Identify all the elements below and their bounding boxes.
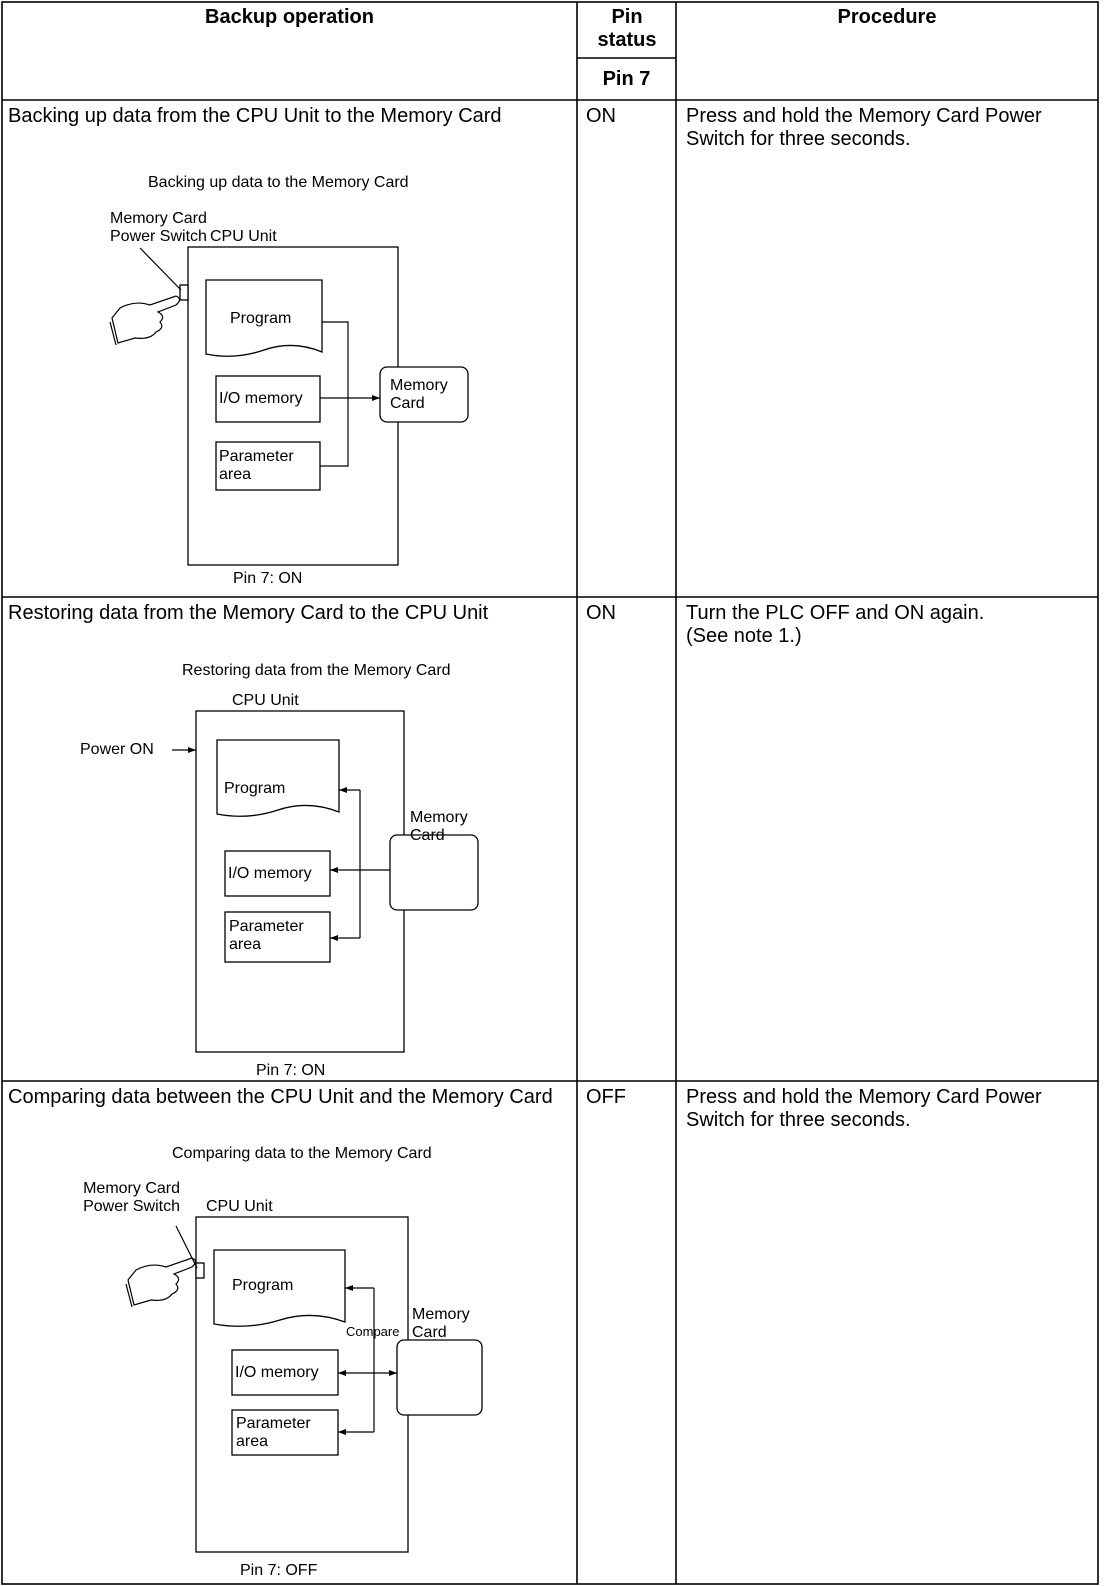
diagram-caption: Pin 7: OFF bbox=[240, 1562, 318, 1579]
cpu-label: CPU Unit bbox=[206, 1198, 273, 1215]
io-memory-label: I/O memory bbox=[235, 1364, 319, 1381]
program-label: Program bbox=[230, 310, 292, 327]
program-label: Program bbox=[224, 780, 286, 797]
procedure: Turn the PLC OFF and ON again. (See note… bbox=[686, 602, 985, 647]
operation: Restoring data from the Memory Card to t… bbox=[8, 602, 489, 624]
memory-card-label: Memory Card bbox=[390, 377, 448, 412]
diagram-caption: Pin 7: ON bbox=[256, 1062, 326, 1079]
diagram-backup bbox=[109, 246, 469, 566]
parameter-label: Parameter area bbox=[229, 918, 304, 953]
diagram-title: Backing up data to the Memory Card bbox=[148, 174, 409, 191]
parameter-label: Parameter area bbox=[219, 448, 294, 483]
header-pin: Pin 7 bbox=[602, 68, 651, 90]
header-operation: Backup operation bbox=[205, 6, 374, 28]
power-label: Power ON bbox=[80, 741, 154, 758]
switch-label: Memory Card Power Switch bbox=[110, 210, 207, 245]
compare-label: Compare bbox=[346, 1324, 400, 1339]
diagram-caption: Pin 7: ON bbox=[233, 570, 303, 587]
header-pin-status: Pin status bbox=[597, 6, 657, 51]
procedure: Press and hold the Memory Card Power Swi… bbox=[686, 1086, 1042, 1131]
operation: Backing up data from the CPU Unit to the… bbox=[8, 105, 502, 127]
io-memory-label: I/O memory bbox=[219, 390, 303, 407]
diagram-title: Restoring data from the Memory Card bbox=[182, 662, 451, 679]
switch-label: Memory Card Power Switch bbox=[83, 1180, 180, 1215]
pin-status: ON bbox=[586, 105, 616, 127]
operation: Comparing data between the CPU Unit and … bbox=[8, 1086, 553, 1108]
parameter-label: Parameter area bbox=[236, 1415, 311, 1450]
memory-card-label: Memory Card bbox=[412, 1306, 470, 1341]
diagram-title: Comparing data to the Memory Card bbox=[172, 1145, 432, 1162]
pin-status: OFF bbox=[586, 1086, 626, 1108]
memory-card-label: Memory Card bbox=[410, 809, 468, 844]
pin-status: ON bbox=[586, 602, 616, 624]
diagram-compare bbox=[125, 1216, 483, 1553]
cpu-label: CPU Unit bbox=[232, 692, 299, 709]
program-label: Program bbox=[232, 1277, 294, 1294]
header-procedure: Procedure bbox=[837, 6, 937, 28]
io-memory-label: I/O memory bbox=[228, 865, 312, 882]
procedure: Press and hold the Memory Card Power Swi… bbox=[686, 105, 1042, 150]
diagram-restore bbox=[172, 710, 479, 1053]
cpu-label: CPU Unit bbox=[210, 228, 277, 245]
